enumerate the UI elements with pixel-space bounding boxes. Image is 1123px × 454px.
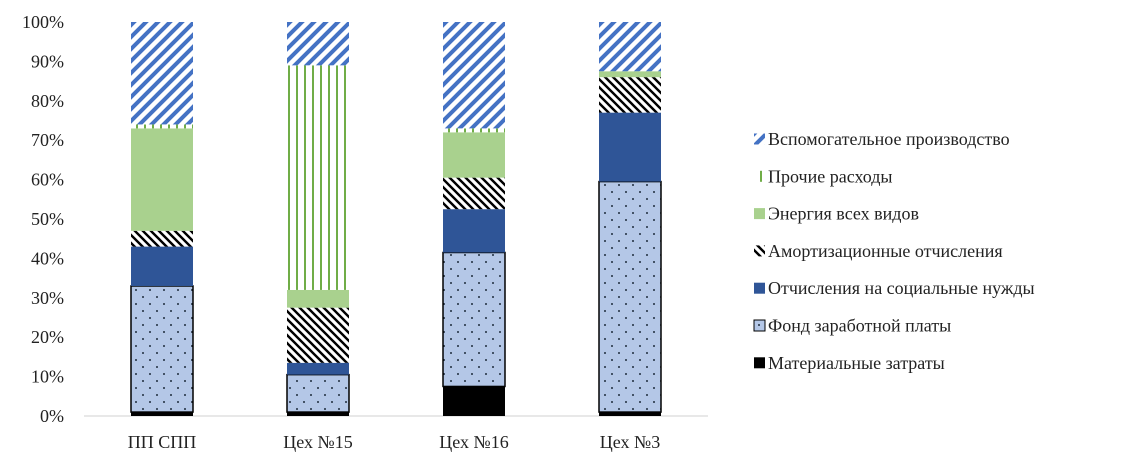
bar-segment-5-1 xyxy=(131,128,193,231)
legend-label: Вспомогательное производство xyxy=(768,129,1010,149)
y-tick-label: 60% xyxy=(31,170,64,190)
bar-segment-4-3 xyxy=(443,177,505,210)
y-tick-label: 10% xyxy=(31,367,64,387)
bar-segment-7-2 xyxy=(287,22,349,66)
bar-segment-1-1 xyxy=(131,412,193,416)
y-tick-label: 100% xyxy=(22,12,64,32)
bar-segment-6-3 xyxy=(443,128,505,133)
bar-segment-3-2 xyxy=(287,362,349,375)
y-tick-label: 0% xyxy=(40,406,64,426)
bar-segment-5-4 xyxy=(599,71,661,78)
bar-segment-5-3 xyxy=(443,132,505,178)
bar-segment-1-2 xyxy=(287,412,349,416)
bar-segment-2-2 xyxy=(286,373,350,413)
bar-segment-4-1 xyxy=(131,230,193,247)
axes: 0% 10% 20% 30% 40% 50% 60% 70% 80% 90% 100% ПП СПП Ц… xyxy=(22,12,708,452)
legend-swatch xyxy=(754,208,765,220)
bar-segment-3-1 xyxy=(131,246,193,286)
y-tick-label: 30% xyxy=(31,288,64,308)
bar-segment-6-2 xyxy=(287,65,349,290)
legend-label: Фонд заработной платы xyxy=(768,316,951,336)
y-tick-label: 50% xyxy=(31,209,64,229)
y-tick-label: 70% xyxy=(31,130,64,150)
legend-swatch xyxy=(754,357,765,369)
bar-segment-5-2 xyxy=(287,289,349,308)
bar-segment-2-3 xyxy=(442,251,506,388)
y-tick-label: 20% xyxy=(31,327,64,347)
legend-label: Прочие расходы xyxy=(768,166,893,186)
legend-swatch xyxy=(754,282,765,294)
legend: Вспомогательное производство Прочие расхо… xyxy=(753,129,1035,373)
legend-label: Отчисления на социальные нужды xyxy=(768,278,1035,298)
legend-label: Амортизационные отчисления xyxy=(768,241,1003,261)
bar-segment-1-4 xyxy=(599,412,661,416)
y-tick-label: 40% xyxy=(31,248,64,268)
bar-segment-4-4 xyxy=(599,77,661,113)
legend-label: Энергия всех видов xyxy=(768,204,919,224)
legend-label: Материальные затраты xyxy=(768,353,945,373)
legend-swatch xyxy=(753,319,766,332)
bar-segment-2-4 xyxy=(598,180,662,413)
bar-segment-6-1 xyxy=(131,124,193,129)
bar-segment-1-3 xyxy=(443,386,505,416)
legend-swatch xyxy=(754,133,765,145)
bars xyxy=(130,22,662,416)
y-tick-label: 80% xyxy=(31,91,64,111)
x-tick-label: Цех №16 xyxy=(439,432,508,452)
x-tick-label: ПП СПП xyxy=(128,432,197,452)
legend-swatch xyxy=(754,245,765,257)
bar-segment-7-4 xyxy=(599,22,661,72)
x-tick-label: Цех №3 xyxy=(600,432,660,452)
y-tick-label: 90% xyxy=(31,51,64,71)
bar-segment-3-4 xyxy=(599,112,661,182)
x-tick-label: Цех №15 xyxy=(283,432,352,452)
bar-segment-7-3 xyxy=(443,22,505,129)
bar-segment-4-2 xyxy=(287,307,349,363)
bar-segment-3-3 xyxy=(443,209,505,253)
legend-swatch xyxy=(754,170,765,182)
bar-segment-2-1 xyxy=(130,285,194,413)
bar-segment-7-1 xyxy=(131,22,193,125)
